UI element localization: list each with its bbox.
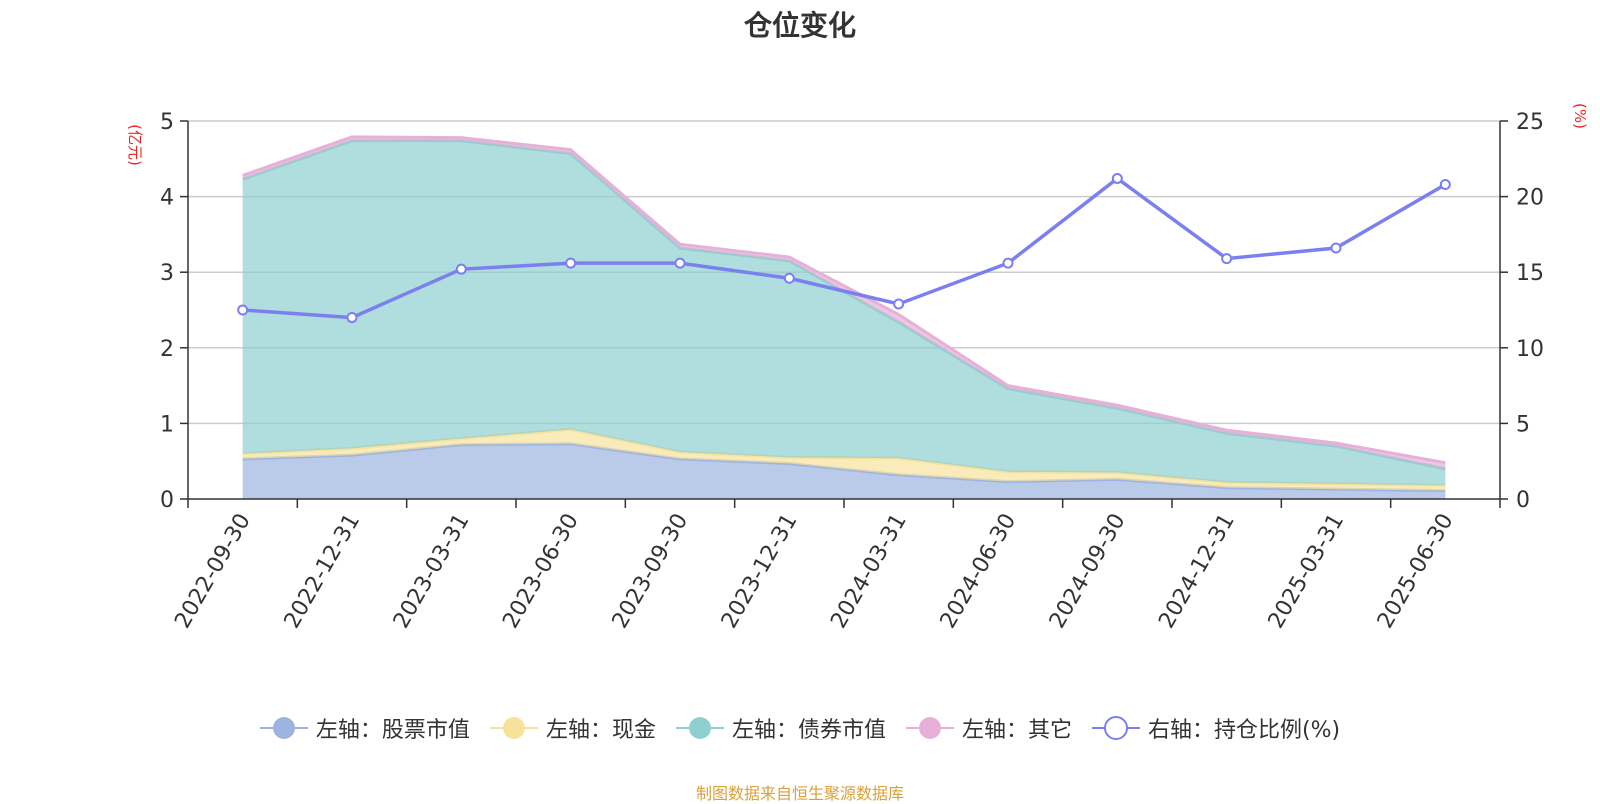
legend-label: 右轴：持仓比例(%) <box>1147 718 1341 743</box>
stacked-areas <box>242 135 1446 499</box>
x-axis-tick-label: 2025-06-30 <box>1373 510 1459 633</box>
legend-symbol-marker <box>502 717 525 739</box>
chart-title: 仓位变化 <box>743 9 856 42</box>
ratio-point <box>346 312 358 324</box>
ratio-point <box>1439 179 1451 191</box>
right-axis-tick-label: 10 <box>1516 337 1544 362</box>
area-左轴：债券市值 <box>242 140 1446 486</box>
right-axis-tick-label: 25 <box>1516 110 1544 135</box>
legend-symbol-marker <box>688 717 711 739</box>
left-axis-tick-label: 2 <box>160 337 174 362</box>
legend-item[interactable]: 左轴：其它 <box>905 712 1072 744</box>
legend-label: 左轴：其它 <box>961 718 1072 743</box>
legend-item[interactable]: 左轴：债券市值 <box>675 712 886 744</box>
right-axis-tick-label: 5 <box>1516 412 1530 437</box>
ratio-point <box>237 304 249 316</box>
legend-symbol-marker <box>272 717 295 739</box>
x-axis-tick-label: 2023-03-31 <box>389 510 475 633</box>
right-axis-unit: (%) <box>1571 103 1589 129</box>
legend-label: 左轴：现金 <box>545 718 656 743</box>
legend-symbol <box>489 717 538 739</box>
area-edge-左轴：其它 <box>242 135 1446 465</box>
right-axis-tick-label: 15 <box>1516 261 1544 286</box>
legend-label: 左轴：股票市值 <box>315 718 470 743</box>
legend-symbol <box>1091 716 1140 740</box>
right-axis-tick-label: 0 <box>1516 488 1530 513</box>
ratio-point <box>783 272 795 284</box>
legend-symbol-marker <box>918 717 941 739</box>
ratio-point <box>1330 242 1342 254</box>
legend-label: 左轴：债券市值 <box>731 718 886 743</box>
source-note: 制图数据来自恒生聚源数据库 <box>695 784 904 803</box>
left-axis-unit: (亿元) <box>126 124 144 166</box>
legend-item[interactable]: 左轴：股票市值 <box>259 712 470 744</box>
legend: 左轴：股票市值 左轴：现金 左轴：债券市值 左轴：其它 右轴：持仓比例(%) <box>0 712 1600 744</box>
x-axis-tick-label: 2023-06-30 <box>498 510 584 633</box>
ratio-point <box>1221 253 1233 265</box>
legend-item[interactable]: 右轴：持仓比例(%) <box>1091 712 1341 744</box>
legend-symbol-marker <box>1103 716 1128 740</box>
left-axis-tick-label: 1 <box>160 412 174 437</box>
x-axis-tick-label: 2023-12-31 <box>717 510 803 633</box>
ratio-point <box>1111 172 1123 184</box>
x-axis-tick-label: 2022-12-31 <box>280 510 366 633</box>
x-axis-tick-label: 2024-03-31 <box>826 510 912 633</box>
x-axis-tick-label: 2024-09-30 <box>1045 510 1131 633</box>
ratio-point <box>893 298 905 310</box>
ratio-point <box>674 257 686 269</box>
x-axis-tick-label: 2024-12-31 <box>1154 510 1240 633</box>
ratio-point <box>455 263 467 275</box>
x-axis-tick-label: 2025-03-31 <box>1264 510 1350 633</box>
ratio-point <box>565 257 577 269</box>
left-axis-tick-label: 4 <box>160 186 174 211</box>
ratio-line-path <box>242 176 1447 320</box>
right-axis-tick-label: 20 <box>1516 186 1544 211</box>
legend-symbol <box>675 717 724 739</box>
legend-symbol <box>905 717 954 739</box>
left-axis-tick-label: 5 <box>160 110 174 135</box>
left-axis-tick-label: 3 <box>160 261 174 286</box>
x-axis-tick-label: 2022-09-30 <box>170 510 256 633</box>
left-axis-tick-label: 0 <box>160 488 174 513</box>
x-axis-tick-label: 2024-06-30 <box>936 510 1022 633</box>
legend-symbol <box>259 717 308 739</box>
x-axis-tick-label: 2023-09-30 <box>608 510 694 633</box>
ratio-line <box>237 172 1451 324</box>
area-左轴：股票市值 <box>242 443 1446 499</box>
legend-item[interactable]: 左轴：现金 <box>489 712 656 744</box>
ratio-point <box>1002 257 1014 269</box>
